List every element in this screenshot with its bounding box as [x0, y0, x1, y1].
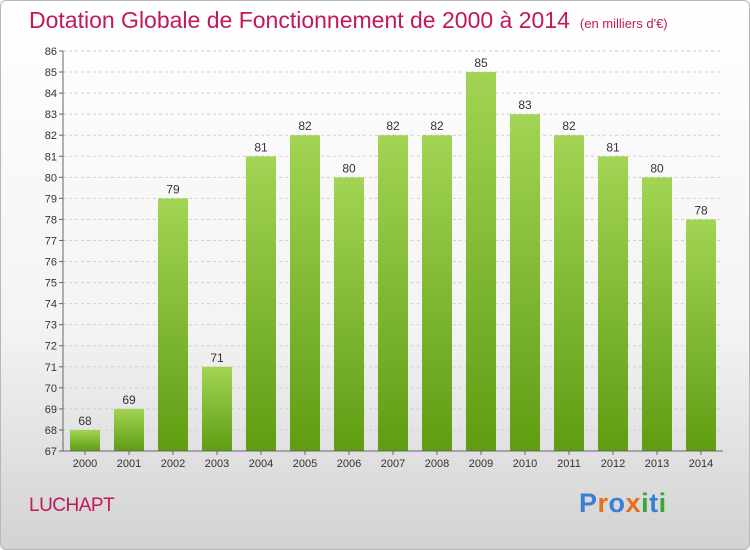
bar [554, 135, 584, 452]
x-tick-label: 2004 [249, 458, 273, 470]
x-tick-label: 2009 [469, 458, 493, 470]
y-tick-label: 78 [45, 214, 57, 226]
y-tick-label: 74 [45, 299, 57, 311]
y-tick-label: 71 [45, 362, 57, 374]
x-tick-label: 2007 [381, 458, 405, 470]
value-label: 81 [606, 140, 620, 154]
x-tick-label: 2012 [601, 458, 625, 470]
proxiti-logo: Proxiti [579, 488, 667, 518]
commune-name: LUCHAPT [29, 495, 115, 516]
y-tick-label: 85 [45, 67, 57, 79]
value-label: 82 [298, 119, 312, 133]
value-label: 82 [386, 119, 400, 133]
value-label: 82 [562, 119, 576, 133]
value-label: 85 [474, 56, 488, 70]
y-tick-label: 84 [45, 88, 57, 100]
value-label: 71 [210, 351, 224, 365]
bar [334, 177, 364, 451]
bar [290, 135, 320, 452]
y-tick-label: 80 [45, 172, 57, 184]
value-label: 80 [650, 161, 664, 175]
chart-title-text: Dotation Globale de Fonctionnement de 20… [29, 7, 570, 33]
bar [378, 135, 408, 452]
bar [642, 177, 672, 451]
y-tick-label: 82 [45, 130, 57, 142]
y-tick-label: 67 [45, 446, 57, 458]
value-labels: 68 69 79 71 81 82 80 82 82 85 83 82 81 80 78 [78, 56, 708, 428]
y-tick-label: 68 [45, 425, 57, 437]
y-tick-label: 72 [45, 341, 57, 353]
bar [114, 408, 144, 451]
x-tick-label: 2005 [293, 458, 317, 470]
bar [686, 219, 716, 451]
y-tick-label: 77 [45, 235, 57, 247]
y-tick-label: 70 [45, 383, 57, 395]
y-tick-label: 79 [45, 193, 57, 205]
y-tick-label: 86 [45, 46, 57, 58]
x-tick-label: 2001 [117, 458, 141, 470]
x-tick-label: 2002 [161, 458, 185, 470]
bar [466, 72, 496, 451]
bar [202, 366, 232, 451]
y-tick-label: 83 [45, 109, 57, 121]
y-tick-label: 75 [45, 278, 57, 290]
x-tick-label: 2013 [645, 458, 669, 470]
bar [246, 156, 276, 451]
chart-title: Dotation Globale de Fonctionnement de 20… [29, 7, 668, 34]
value-label: 81 [254, 140, 268, 154]
value-label: 80 [342, 161, 356, 175]
bar [70, 429, 100, 451]
bars [70, 72, 716, 452]
y-tick-label: 81 [45, 151, 57, 163]
value-label: 83 [518, 98, 532, 112]
value-label: 69 [122, 393, 136, 407]
y-tick-label: 69 [45, 404, 57, 416]
x-tick-label: 2011 [557, 458, 581, 470]
x-tick-label: 2000 [73, 458, 97, 470]
y-tick-label: 73 [45, 320, 57, 332]
x-tick-label: 2003 [205, 458, 229, 470]
axes: 67 68 69 70 71 72 73 74 75 76 77 78 79 80 81 82 83 84 85 86… [45, 46, 723, 470]
y-tick-label: 76 [45, 257, 57, 269]
bar [422, 135, 452, 452]
bar [158, 198, 188, 451]
value-label: 78 [694, 203, 708, 217]
x-tick-label: 2006 [337, 458, 361, 470]
x-tick-label: 2010 [513, 458, 537, 470]
x-tick-label: 2008 [425, 458, 449, 470]
x-tick-label: 2014 [689, 458, 713, 470]
chart-subtitle: (en milliers d'€) [579, 16, 668, 31]
value-label: 68 [78, 414, 92, 428]
bar [598, 156, 628, 451]
bar [510, 114, 540, 451]
value-label: 82 [430, 119, 444, 133]
value-label: 79 [166, 182, 180, 196]
